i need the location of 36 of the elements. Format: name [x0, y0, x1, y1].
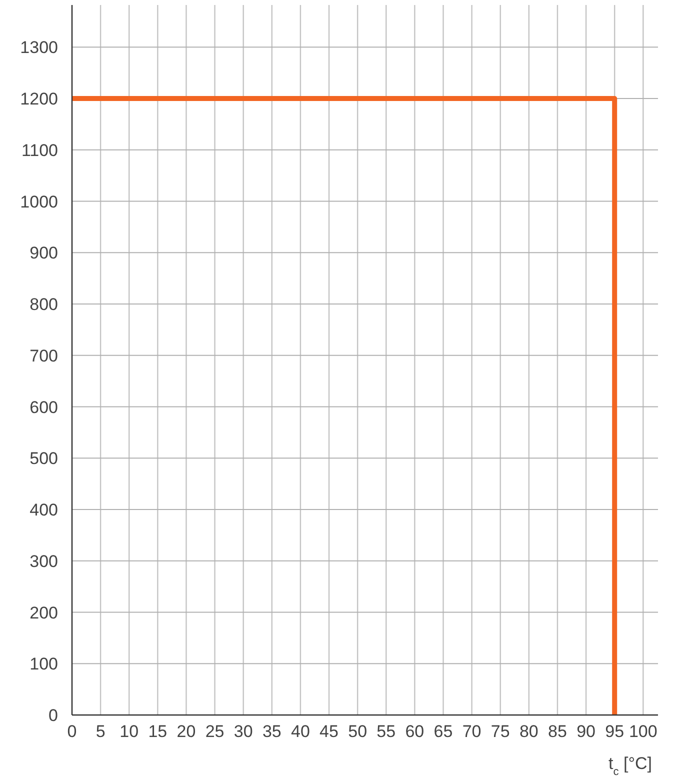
x-tick-label: 35 [262, 722, 282, 741]
y-tick-label: 300 [30, 552, 58, 571]
x-tick-label: 60 [405, 722, 424, 741]
y-tick-label: 400 [30, 500, 58, 520]
y-tick-label: 200 [30, 603, 58, 622]
x-tick-label: 95 [605, 722, 624, 741]
x-tick-label: 45 [320, 722, 338, 741]
x-tick-label: 30 [234, 722, 253, 741]
y-tick-label: 1000 [20, 192, 58, 212]
y-tick-label: 500 [30, 449, 58, 468]
x-tick-label: 50 [348, 722, 368, 741]
x-tick-label: 25 [205, 722, 224, 741]
x-tick-label: 0 [67, 722, 77, 741]
x-tick-label: 5 [96, 722, 106, 741]
x-tick-label: 10 [120, 722, 139, 741]
x-tick-label: 80 [519, 722, 538, 741]
x-tick-label: 15 [148, 722, 168, 741]
x-tick-label: 90 [576, 722, 596, 741]
x-tick-label: 65 [434, 722, 453, 741]
y-tick-label: 700 [30, 346, 58, 366]
y-tick-label: 800 [30, 295, 58, 314]
y-tick-label: 1200 [20, 90, 58, 108]
x-tick-label: 20 [176, 722, 196, 741]
y-tick-label: 600 [30, 398, 58, 417]
x-tick-label: 75 [490, 722, 510, 741]
x-tick-label: 55 [376, 722, 396, 741]
x-axis-title: t$_{c}$ [°C] [608, 754, 652, 778]
x-tick-label: 85 [548, 722, 567, 741]
x-tick-label: 70 [462, 722, 482, 741]
x-tick-label: 40 [291, 722, 310, 741]
y-tick-label: 0 [48, 706, 58, 725]
y-tick-label: 900 [30, 244, 58, 263]
y-tick-label: 1100 [21, 140, 58, 160]
x-tick-label: 100 [628, 722, 658, 741]
y-tick-label: 100 [30, 654, 58, 674]
y-tick-label: 1300 [20, 38, 58, 58]
